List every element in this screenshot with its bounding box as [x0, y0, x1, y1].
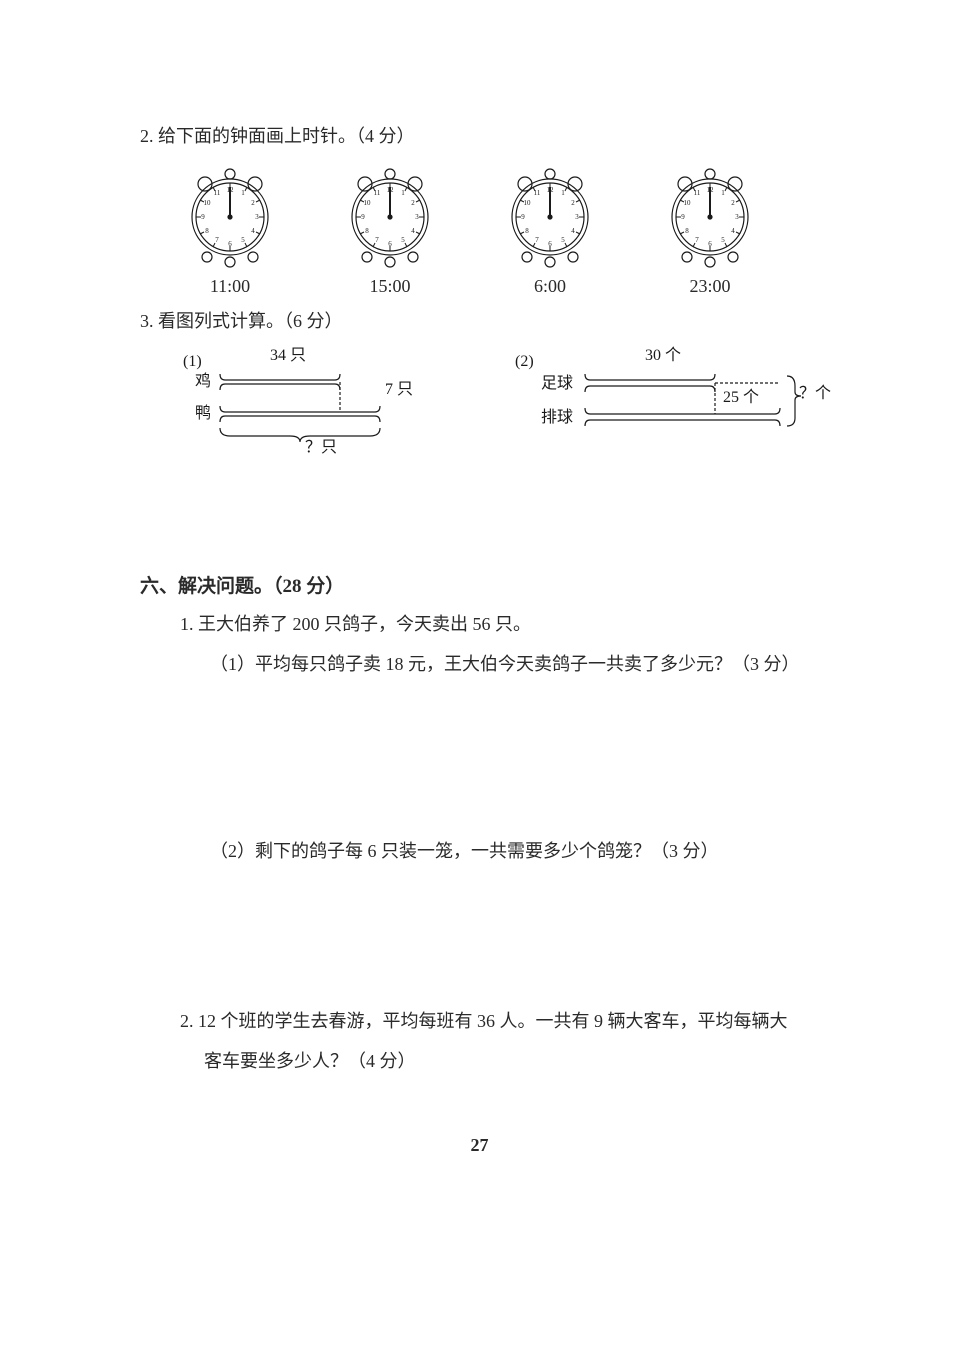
d1-num: (1)	[183, 353, 202, 370]
svg-text:3: 3	[575, 213, 579, 221]
d1-r1: 鸡	[195, 372, 211, 390]
clock-face-icon: 1212 345 678 91011	[175, 162, 285, 272]
svg-text:11: 11	[374, 189, 381, 197]
workspace	[180, 689, 819, 829]
clock-face-icon: 1212 345 678 91011	[495, 162, 605, 272]
svg-text:1: 1	[241, 189, 245, 197]
clock-4: 1212 345 678 91011 23:00	[655, 162, 765, 297]
svg-text:1: 1	[561, 189, 565, 197]
svg-text:11: 11	[214, 189, 221, 197]
svg-text:11: 11	[694, 189, 701, 197]
svg-text:5: 5	[721, 236, 725, 244]
clock-2-time: 15:00	[369, 276, 410, 297]
d1-r2: 鸭	[195, 404, 211, 422]
clocks-row: 1212 345 678 91011 11:00	[175, 162, 819, 297]
p1-sub1: （1）平均每只鸽子卖 18 元，王大伯今天卖鸽子一共卖了多少元？（3 分）	[210, 648, 819, 680]
d2-r1: 足球	[541, 374, 573, 392]
svg-text:4: 4	[411, 227, 415, 235]
bar-diagram-icon: (2) 30 个 足球 排球 25 个 ？个	[515, 346, 835, 456]
svg-text:7: 7	[535, 236, 539, 244]
svg-text:6: 6	[228, 240, 232, 248]
bar-diagram-icon: (1) 34 只 鸡 鸭 7 只 ？只	[175, 346, 455, 456]
page-number: 27	[0, 1135, 959, 1156]
svg-text:9: 9	[361, 213, 365, 221]
section-6-title: 六、解决问题。（28 分）	[140, 571, 819, 598]
clock-2: 1212 345 678 91011 15:00	[335, 162, 445, 297]
d2-unknown: ？个	[799, 384, 831, 402]
svg-text:2: 2	[411, 199, 415, 207]
q2-block: 2. 给下面的钟面画上时针。（4 分）	[140, 120, 819, 297]
d2-top: 30 个	[645, 346, 681, 364]
svg-text:7: 7	[695, 236, 699, 244]
q2-prompt: 2. 给下面的钟面画上时针。（4 分）	[140, 120, 819, 152]
svg-text:6: 6	[708, 240, 712, 248]
clock-1: 1212 345 678 91011 11:00	[175, 162, 285, 297]
clock-3-time: 6:00	[534, 276, 566, 297]
d1-unknown: ？只	[305, 439, 337, 456]
q3-diagram-1: (1) 34 只 鸡 鸭 7 只 ？只	[175, 346, 455, 461]
svg-text:8: 8	[685, 227, 689, 235]
svg-text:4: 4	[571, 227, 575, 235]
clock-1-time: 11:00	[210, 276, 250, 297]
p1-stem: 1. 王大伯养了 200 只鸽子，今天卖出 56 只。 （1）平均每只鸽子卖 1…	[180, 608, 819, 995]
p2-line-b: 客车要坐多少人？（4 分）	[204, 1045, 819, 1077]
p2-block: 2. 12 个班的学生去春游，平均每班有 36 人。一共有 9 辆大客车，平均每…	[180, 1005, 819, 1078]
svg-text:5: 5	[401, 236, 405, 244]
q3-diagrams: (1) 34 只 鸡 鸭 7 只 ？只	[175, 346, 819, 461]
svg-text:10: 10	[204, 199, 212, 207]
clock-face-icon: 1212 345 678 91011	[655, 162, 765, 272]
svg-text:12: 12	[547, 186, 555, 194]
d1-extra: 7 只	[385, 381, 413, 398]
svg-text:7: 7	[215, 236, 219, 244]
d1-top: 34 只	[270, 347, 306, 364]
svg-text:9: 9	[521, 213, 525, 221]
svg-text:6: 6	[388, 240, 392, 248]
q3-block: 3. 看图列式计算。（6 分） (1) 34 只 鸡 鸭 7 只 ？只	[140, 305, 819, 460]
svg-text:6: 6	[548, 240, 552, 248]
svg-text:4: 4	[251, 227, 255, 235]
svg-text:8: 8	[525, 227, 529, 235]
workspace	[180, 875, 819, 995]
svg-text:3: 3	[415, 213, 419, 221]
clock-3: 1212 345 678 91011 6:00	[495, 162, 605, 297]
section-6: 六、解决问题。（28 分） 1. 王大伯养了 200 只鸽子，今天卖出 56 只…	[140, 571, 819, 1078]
svg-text:7: 7	[375, 236, 379, 244]
svg-text:3: 3	[255, 213, 259, 221]
p1-text: 1. 王大伯养了 200 只鸽子，今天卖出 56 只。	[180, 608, 819, 640]
d2-num: (2)	[515, 353, 534, 370]
d2-mid: 25 个	[723, 388, 759, 406]
svg-text:1: 1	[721, 189, 725, 197]
svg-text:3: 3	[735, 213, 739, 221]
svg-text:10: 10	[684, 199, 692, 207]
q3-diagram-2: (2) 30 个 足球 排球 25 个 ？个	[515, 346, 835, 461]
svg-text:9: 9	[681, 213, 685, 221]
p1-sub2: （2）剩下的鸽子每 6 只装一笼，一共需要多少个鸽笼？（3 分）	[210, 835, 819, 867]
svg-text:1: 1	[401, 189, 405, 197]
svg-text:12: 12	[707, 186, 715, 194]
svg-text:10: 10	[364, 199, 372, 207]
svg-text:2: 2	[731, 199, 735, 207]
svg-text:4: 4	[731, 227, 735, 235]
svg-text:2: 2	[571, 199, 575, 207]
d2-r2: 排球	[541, 408, 573, 426]
svg-text:5: 5	[561, 236, 565, 244]
svg-text:5: 5	[241, 236, 245, 244]
svg-text:12: 12	[387, 186, 395, 194]
clock-4-time: 23:00	[689, 276, 730, 297]
svg-text:8: 8	[365, 227, 369, 235]
svg-text:2: 2	[251, 199, 255, 207]
svg-text:11: 11	[534, 189, 541, 197]
svg-text:9: 9	[201, 213, 205, 221]
p2-line-a: 2. 12 个班的学生去春游，平均每班有 36 人。一共有 9 辆大客车，平均每…	[180, 1005, 819, 1037]
svg-text:12: 12	[227, 186, 235, 194]
clock-face-icon: 1212 345 678 91011	[335, 162, 445, 272]
svg-text:10: 10	[524, 199, 532, 207]
q3-prompt: 3. 看图列式计算。（6 分）	[140, 305, 819, 337]
svg-text:8: 8	[205, 227, 209, 235]
